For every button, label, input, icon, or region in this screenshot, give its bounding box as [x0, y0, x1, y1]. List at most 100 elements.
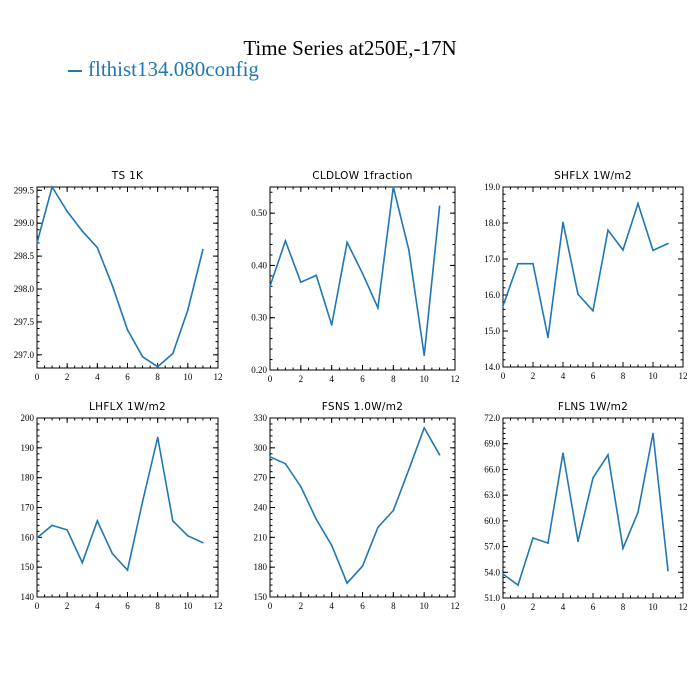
chart-panel-2: CLDLOW 1fraction 0 2 4 6 8 10 12 0.20 0.30 0.40 0.5… [251, 170, 459, 384]
data-point [622, 547, 624, 550]
x-tick-label: 8 [155, 372, 160, 382]
data-point [51, 524, 53, 527]
x-tick-label: 2 [299, 601, 304, 611]
y-tick-label: 69.0 [484, 439, 500, 449]
series-line [36, 437, 204, 572]
data-point [562, 452, 564, 454]
data-point [111, 284, 114, 287]
x-tick-label: 10 [649, 602, 659, 612]
data-point [532, 537, 534, 539]
x-tick-label: 12 [679, 371, 688, 381]
series-line [502, 433, 669, 587]
x-tick-label: 2 [299, 374, 304, 384]
y-tick-label: 0.30 [251, 313, 267, 323]
x-tick-label: 4 [95, 372, 100, 382]
y-tick-label: 299.0 [14, 218, 35, 228]
data-point [346, 582, 348, 584]
y-tick-label: 180 [254, 562, 268, 572]
legend-line-swatch [68, 70, 82, 73]
data-point [202, 248, 204, 251]
y-tick-label: 297.0 [14, 350, 35, 360]
data-point [51, 186, 53, 188]
chart-panel-5: FSNS 1.0W/m2 0 2 4 6 8 10 12 150 180 210 240 270 300 3… [254, 401, 460, 611]
data-point [423, 354, 425, 357]
data-point [36, 537, 38, 539]
x-tick-label: 4 [329, 601, 334, 611]
x-tick-label: 12 [451, 374, 460, 384]
panel-title: FLNS 1W/m2 [558, 401, 628, 413]
y-tick-label: 160 [21, 532, 35, 542]
x-tick-label: 12 [214, 372, 223, 382]
x-tick-label: 10 [649, 371, 659, 381]
y-tick-label: 51.0 [484, 593, 500, 603]
data-point [171, 352, 174, 355]
x-tick-label: 6 [591, 371, 596, 381]
chart-panel-1: TS 1K 0 2 4 6 8 10 12 297.0 297.5 298.0 298.5 299.0 2… [14, 170, 223, 382]
chart-panel-6: FLNS 1W/m2 0 2 4 6 8 10 12 51.0 54.0 57.0 60.0 63.0 6… [484, 401, 687, 612]
x-tick-label: 0 [268, 374, 273, 384]
data-point [562, 221, 564, 224]
panel-title: LHFLX 1W/m2 [89, 401, 166, 413]
x-tick-label: 8 [155, 601, 160, 611]
x-tick-label: 6 [125, 601, 130, 611]
x-tick-label: 8 [621, 602, 626, 612]
x-tick-label: 4 [561, 602, 566, 612]
data-point [156, 436, 159, 439]
plot-frame [36, 186, 219, 369]
y-tick-label: 16.0 [484, 290, 500, 300]
data-point [577, 540, 579, 543]
data-point [637, 511, 639, 514]
panel-title: SHFLX 1W/m2 [554, 170, 632, 182]
data-point [111, 552, 114, 555]
plot-frame [502, 186, 684, 368]
data-point [392, 186, 395, 188]
y-tick-label: 0.40 [251, 260, 267, 270]
y-tick-label: 54.0 [484, 567, 500, 577]
data-point [517, 584, 519, 586]
y-tick-label: 330 [254, 413, 268, 423]
x-tick-label: 12 [214, 601, 223, 611]
x-tick-label: 6 [125, 372, 130, 382]
data-point [187, 309, 189, 311]
data-point [171, 520, 174, 522]
data-point [361, 565, 364, 567]
data-point [377, 306, 379, 309]
y-tick-label: 18.0 [484, 218, 500, 228]
x-tick-label: 6 [360, 374, 365, 384]
data-point [592, 310, 594, 312]
data-point [66, 529, 68, 531]
chart-panel-4: LHFLX 1W/m2 0 2 4 6 8 10 12 140 150 160 170 180 190 20… [21, 401, 223, 611]
y-tick-label: 200 [21, 413, 35, 423]
data-point [346, 241, 348, 244]
data-point [284, 240, 287, 242]
x-tick-label: 0 [501, 371, 506, 381]
x-tick-label: 0 [35, 601, 40, 611]
x-tick-label: 4 [95, 601, 100, 611]
y-tick-label: 180 [21, 473, 35, 483]
data-point [607, 454, 609, 456]
data-point [667, 242, 669, 245]
panel-title: FSNS 1.0W/m2 [322, 401, 404, 413]
data-point [577, 293, 579, 296]
x-tick-label: 12 [679, 602, 688, 612]
data-point [392, 509, 395, 512]
x-tick-label: 10 [183, 601, 193, 611]
y-tick-label: 210 [254, 532, 268, 542]
x-tick-label: 0 [35, 372, 40, 382]
x-tick-label: 0 [501, 602, 506, 612]
x-tick-label: 2 [65, 372, 70, 382]
x-tick-label: 12 [451, 601, 460, 611]
data-point [126, 569, 129, 571]
data-point [622, 249, 624, 251]
y-tick-label: 0.50 [251, 208, 267, 218]
x-tick-label: 8 [621, 371, 626, 381]
y-tick-label: 66.0 [484, 464, 500, 474]
x-tick-label: 6 [360, 601, 365, 611]
x-tick-label: 4 [329, 374, 334, 384]
y-tick-label: 15.0 [484, 326, 500, 336]
data-point [96, 520, 99, 522]
data-point [667, 569, 669, 572]
y-tick-label: 170 [21, 503, 35, 513]
data-point [269, 285, 271, 288]
